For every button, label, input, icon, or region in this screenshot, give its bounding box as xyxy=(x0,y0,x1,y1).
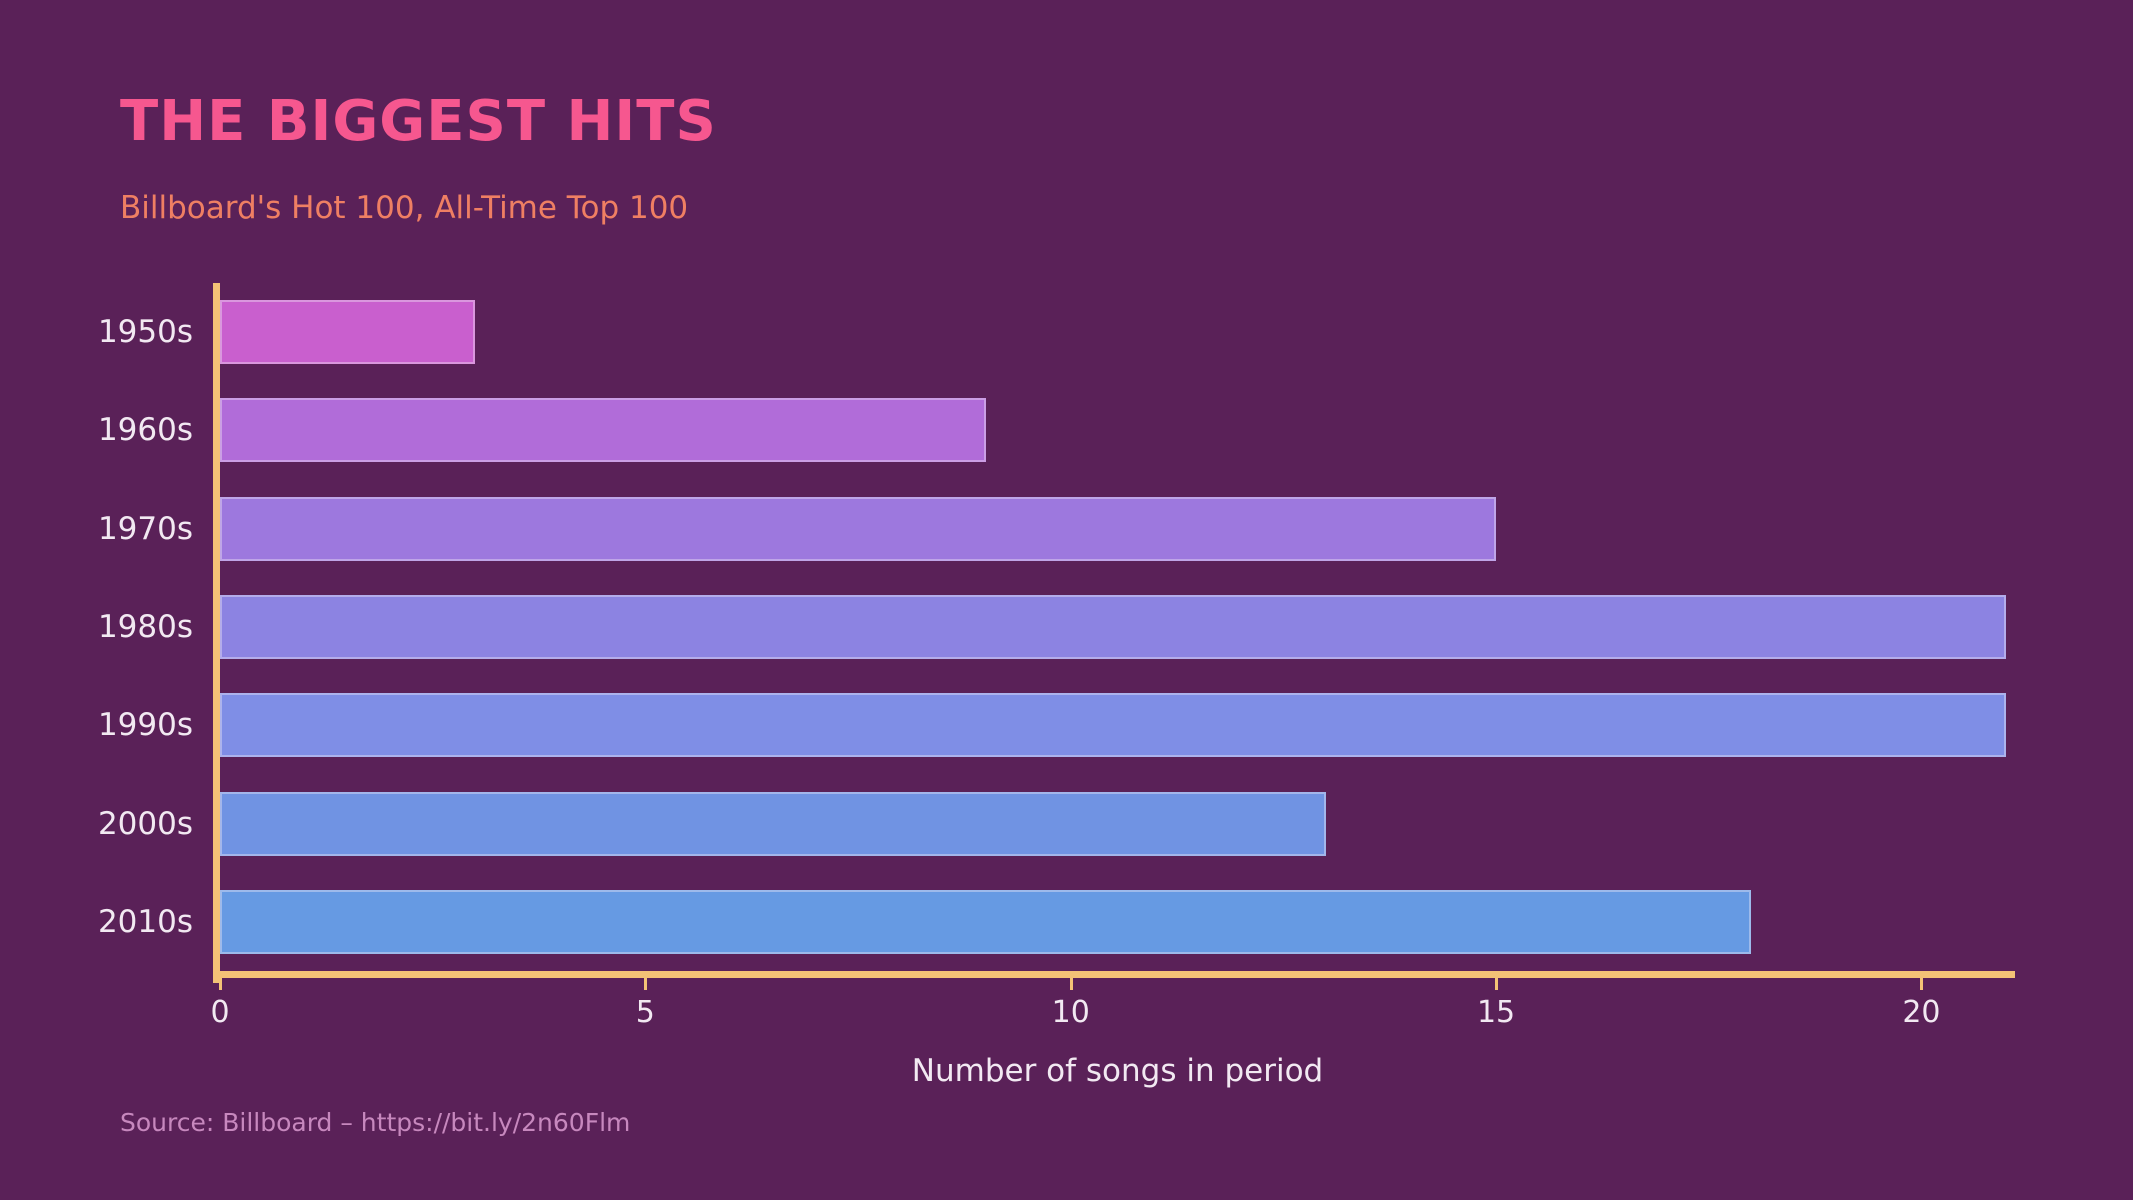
category-label: 1950s xyxy=(97,314,193,351)
x-axis-title: Number of songs in period xyxy=(911,1053,1324,1089)
chart-title: THE BIGGEST HITS xyxy=(120,89,717,154)
bar xyxy=(220,889,1752,954)
x-tick-label: 15 xyxy=(1476,995,1516,1030)
category-label: 2000s xyxy=(97,805,193,842)
x-tick-mark xyxy=(219,978,222,990)
category-label: 1960s xyxy=(97,412,193,449)
plot-area: 1950s 1960s 1970s 1980s 1990s 2000s 2010s 0 5 10… xyxy=(98,283,2015,1089)
bar-row: 1960s xyxy=(98,398,2015,463)
bar-row: 1980s xyxy=(98,595,2015,659)
chart-subtitle: Billboard's Hot 100, All-Time Top 100 xyxy=(120,190,689,226)
bar xyxy=(220,398,986,463)
x-axis-line xyxy=(213,971,2015,978)
bar-row: 2010s xyxy=(98,889,2015,954)
category-label: 1990s xyxy=(97,707,193,744)
bar-row: 1990s xyxy=(98,693,2015,758)
bar xyxy=(220,300,476,365)
bar xyxy=(220,496,1497,561)
source-note: Source: Billboard – https://bit.ly/2n60F… xyxy=(120,1108,631,1137)
x-tick-mark xyxy=(644,978,648,990)
x-tick-label: 20 xyxy=(1902,995,1941,1030)
x-tick-mark xyxy=(1069,978,1073,990)
x-tick-label: 0 xyxy=(210,995,230,1030)
x-tick-mark xyxy=(1920,978,1924,990)
bar-row: 2000s xyxy=(98,791,2015,856)
bar xyxy=(220,693,2007,758)
bar xyxy=(220,595,2007,659)
bar-row: 1970s xyxy=(98,496,2015,561)
bar xyxy=(220,791,1326,856)
x-tick-mark xyxy=(1495,978,1499,990)
category-label: 2010s xyxy=(97,903,193,940)
y-axis-line xyxy=(213,283,220,983)
category-label: 1980s xyxy=(97,609,193,645)
x-tick-label: 5 xyxy=(635,995,655,1030)
bar-row: 1950s xyxy=(98,300,2015,365)
x-tick-label: 10 xyxy=(1051,995,1090,1030)
category-label: 1970s xyxy=(97,510,193,547)
